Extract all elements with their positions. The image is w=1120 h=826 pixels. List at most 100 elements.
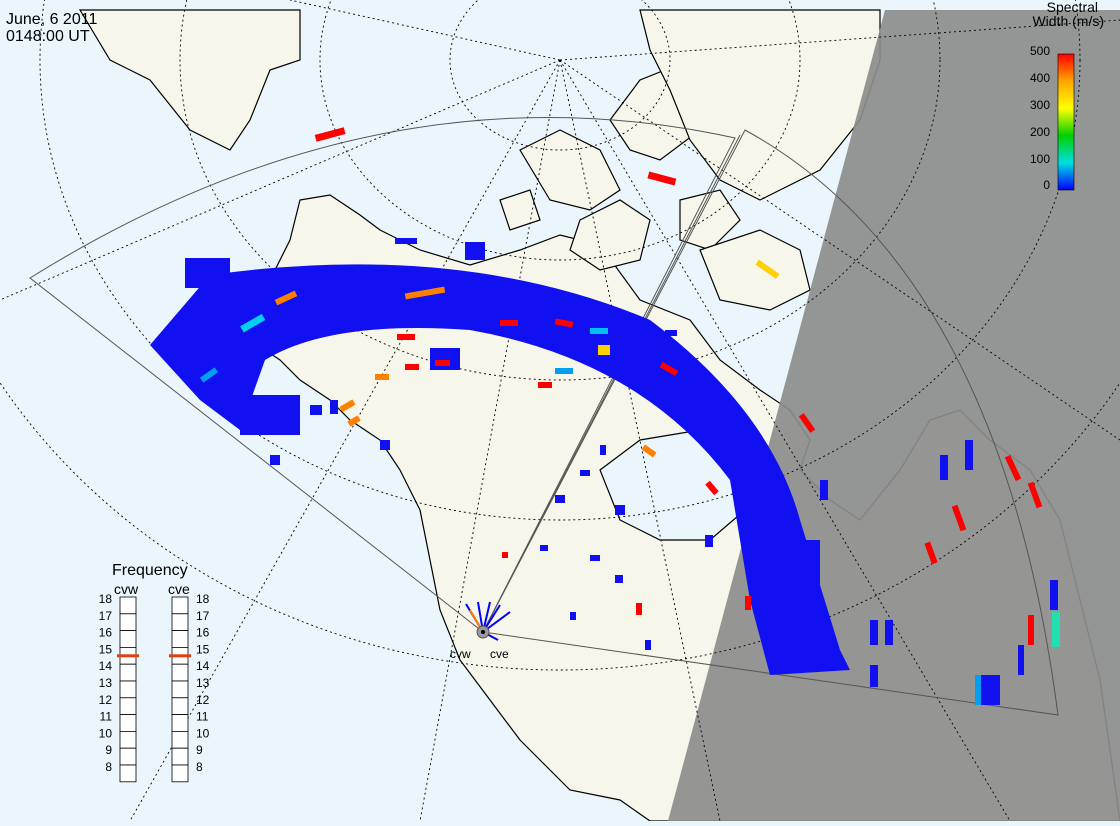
time-label: 0148:00 UT	[6, 28, 90, 45]
fov-shared-edge	[482, 134, 741, 633]
frequency-level-label: 17	[196, 609, 210, 623]
colorbar-tick: 400	[1030, 71, 1050, 85]
frequency-cell	[119, 697, 137, 715]
colorbar-title-line1: Spectral	[1047, 0, 1098, 15]
frequency-level-label: 18	[196, 592, 210, 606]
echo-red	[798, 413, 816, 433]
latitude-circle-70	[319, 0, 801, 261]
echo-cell	[310, 405, 322, 415]
echo-cyan	[240, 313, 266, 333]
cve-frequency-column	[171, 596, 189, 783]
colorbar-tick: 100	[1030, 152, 1050, 166]
echo-red	[951, 504, 967, 532]
latitude-circle-50	[39, 0, 1081, 521]
frequency-cell	[119, 663, 137, 682]
frequency-level-label: 15	[196, 642, 210, 656]
echo-cell	[555, 495, 565, 503]
echo-cell	[580, 470, 590, 476]
echo-red	[705, 480, 719, 496]
arctic-island-1	[519, 129, 621, 211]
echo-cell	[395, 238, 417, 244]
echo-cell	[645, 640, 651, 650]
echo-teal	[1052, 612, 1060, 647]
echo-orange	[274, 290, 298, 306]
cvw-frequency-marker	[117, 654, 139, 658]
meridian-7	[559, 19, 1120, 61]
frequency-level-label: 12	[196, 693, 210, 707]
echo-yellow	[755, 259, 780, 279]
echo-red	[1027, 481, 1043, 509]
echo-orange	[404, 286, 446, 300]
frequency-cell	[171, 630, 189, 648]
echo-cell	[965, 440, 973, 470]
echo-red	[397, 334, 415, 340]
siberia-land	[78, 9, 301, 151]
frequency-cell	[119, 596, 137, 615]
colorbar-tick: 300	[1030, 98, 1050, 112]
cvw-field-of-view	[29, 117, 736, 633]
arctic-island-5	[699, 229, 811, 311]
frequency-level-label: 14	[99, 659, 113, 673]
meridian-1	[0, 59, 561, 301]
frequency-cell	[171, 613, 189, 631]
meridian-8	[289, 0, 561, 61]
echo-cyan	[555, 368, 573, 374]
frequency-panel: Frequency cvw cve 18 17 16 15 14 13 12 11 10 9 8 1…	[99, 562, 210, 783]
echo-cell	[380, 440, 390, 450]
frequency-level-label: 10	[99, 726, 113, 740]
frequency-cell	[171, 663, 189, 682]
arctic-island-3	[569, 199, 651, 271]
echo-cell	[590, 555, 600, 561]
colorbar-tick: 200	[1030, 125, 1050, 139]
echo-cell	[430, 348, 460, 370]
echo-cell	[615, 575, 623, 583]
echo-orange	[375, 374, 389, 380]
echo-cell	[820, 480, 828, 500]
frequency-level-label: 11	[100, 710, 113, 724]
echo-cyan	[975, 675, 981, 705]
echo-cell	[885, 620, 893, 645]
echo-cell	[185, 258, 230, 288]
frequency-level-label: 14	[196, 659, 210, 673]
echo-orange	[347, 415, 361, 427]
echo-cell	[1050, 580, 1058, 610]
echo-red	[538, 382, 552, 388]
frequency-cell	[171, 680, 189, 699]
date-label: June, 6 2011	[6, 11, 97, 28]
arctic-island-6	[499, 189, 541, 231]
echo-cell	[690, 380, 700, 388]
frequency-cell	[171, 747, 189, 766]
frequency-level-label: 13	[196, 676, 210, 690]
echo-cell	[790, 540, 820, 600]
fields-of-view	[29, 117, 1059, 716]
frequency-cell	[119, 680, 137, 699]
echo-red	[924, 541, 938, 565]
echo-cell	[270, 455, 280, 465]
cve-frequency-marker	[169, 654, 191, 658]
echo-red	[435, 360, 450, 366]
echo-cyan	[590, 328, 608, 334]
frequency-cell	[171, 596, 189, 615]
meridian-3	[419, 59, 561, 822]
frequency-cell	[171, 714, 189, 732]
frequency-cell	[119, 764, 137, 783]
echo-red	[314, 127, 346, 142]
colorbar-tick: 0	[1043, 178, 1050, 192]
frequency-labels-right: 18 17 16 15 14 13 12 11 10 9 8	[196, 592, 210, 774]
frequency-level-label: 16	[196, 626, 210, 640]
cve-site-label: cve	[490, 647, 509, 661]
echo-red	[659, 361, 679, 377]
echo-red	[500, 320, 518, 326]
colorbar-gradient	[1057, 53, 1075, 191]
frequency-cell	[171, 764, 189, 783]
frequency-cell	[119, 731, 137, 749]
frequency-cell	[119, 613, 137, 631]
frequency-radar-cvw: cvw	[114, 581, 139, 597]
echo-red	[636, 603, 642, 615]
frequency-level-label: 17	[99, 609, 113, 623]
echo-cell	[240, 395, 300, 435]
echo-orange	[641, 444, 657, 458]
echo-cell	[665, 330, 677, 336]
